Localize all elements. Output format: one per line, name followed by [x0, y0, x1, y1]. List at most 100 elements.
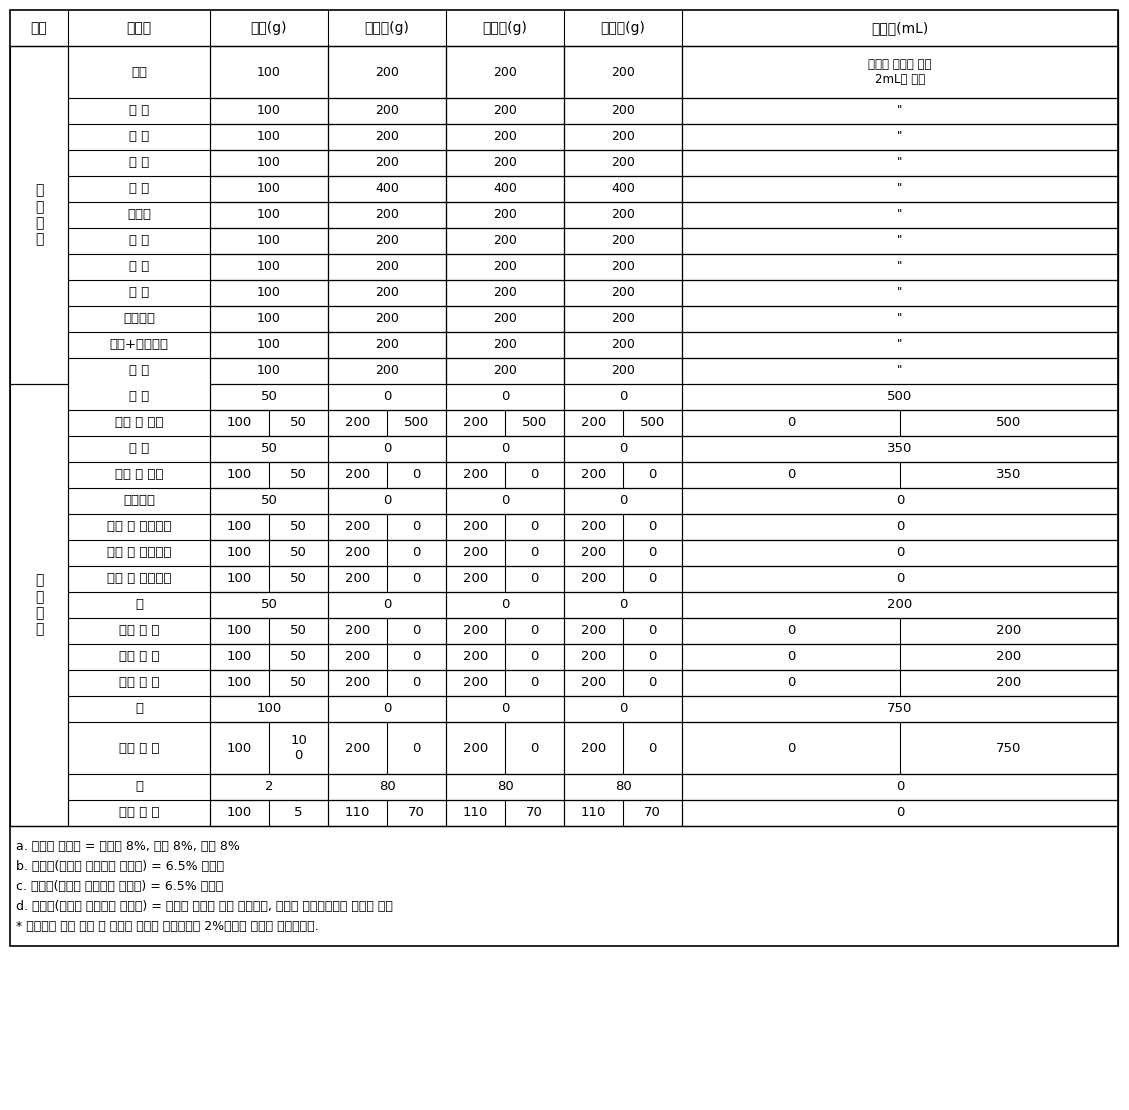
Text: 200: 200	[581, 625, 606, 637]
Text: c. 녹교수(안료에 혼합하는 교착제) = 6.5% 수용액: c. 녹교수(안료에 혼합하는 교착제) = 6.5% 수용액	[16, 880, 224, 894]
Text: 200: 200	[344, 650, 370, 664]
Text: 200: 200	[375, 339, 399, 352]
Bar	[564, 539, 682, 566]
Bar	[210, 280, 329, 306]
Text: 0: 0	[501, 703, 509, 716]
Bar	[682, 462, 1118, 488]
Bar	[329, 384, 446, 410]
Bar	[682, 514, 1118, 539]
Text: 10
0: 10 0	[290, 734, 307, 761]
Text: 0: 0	[648, 521, 657, 534]
Bar	[682, 774, 1118, 800]
Bar	[446, 176, 564, 202]
Bar	[210, 384, 329, 410]
Text: 200: 200	[493, 157, 517, 170]
Text: ": "	[898, 104, 903, 118]
Bar	[210, 696, 329, 722]
Bar	[564, 384, 682, 410]
Bar	[329, 592, 446, 618]
Bar	[329, 124, 446, 150]
Bar	[564, 254, 682, 280]
Bar	[564, 124, 682, 150]
Bar	[564, 280, 682, 306]
Bar	[682, 566, 1118, 592]
Text: 200: 200	[344, 676, 370, 689]
Bar	[210, 46, 329, 98]
Text: 200: 200	[463, 416, 488, 430]
Bar	[210, 462, 329, 488]
Text: 0: 0	[787, 741, 795, 755]
Text: 합 분: 합 분	[129, 131, 149, 143]
Bar	[682, 98, 1118, 124]
Bar	[564, 436, 682, 462]
Text: 0: 0	[531, 468, 539, 482]
Bar	[329, 98, 446, 124]
Text: ": "	[898, 286, 903, 300]
Text: 200: 200	[493, 261, 517, 273]
Text: ": "	[898, 339, 903, 352]
Bar	[210, 306, 329, 332]
Text: 50: 50	[290, 468, 307, 482]
Text: 200: 200	[997, 650, 1022, 664]
Text: 200: 200	[375, 313, 399, 325]
Text: 연백 위 치자: 연백 위 치자	[115, 468, 164, 482]
Text: 200: 200	[581, 741, 606, 755]
Text: 100: 100	[227, 650, 252, 664]
Text: 100: 100	[227, 468, 252, 482]
Text: 200: 200	[581, 416, 606, 430]
Bar	[210, 150, 329, 176]
Text: 0: 0	[412, 468, 421, 482]
Text: 0: 0	[648, 573, 657, 585]
Bar	[329, 410, 446, 436]
Bar	[682, 254, 1118, 280]
Text: 구분: 구분	[30, 21, 47, 36]
Text: 0: 0	[619, 443, 628, 455]
Text: 200: 200	[611, 339, 634, 352]
Text: 연백 위 등황: 연백 위 등황	[115, 416, 164, 430]
Bar	[446, 670, 564, 696]
Text: 200: 200	[375, 261, 399, 273]
Text: 200: 200	[611, 286, 634, 300]
Bar	[446, 618, 564, 644]
Bar	[210, 488, 329, 514]
Bar	[329, 566, 446, 592]
Bar	[210, 98, 329, 124]
Bar	[446, 280, 564, 306]
Bar	[329, 644, 446, 670]
Text: 200: 200	[493, 104, 517, 118]
Text: 110: 110	[580, 807, 606, 819]
Text: 연단 위 꼭두서니: 연단 위 꼭두서니	[107, 546, 172, 559]
Bar	[564, 592, 682, 618]
Bar	[210, 774, 329, 800]
Text: 200: 200	[344, 468, 370, 482]
Text: 백 토: 백 토	[129, 157, 149, 170]
Text: 0: 0	[412, 521, 421, 534]
Text: 연 단: 연 단	[129, 261, 149, 273]
Text: 0: 0	[895, 807, 904, 819]
Text: 0: 0	[412, 625, 421, 637]
Text: 200: 200	[493, 209, 517, 222]
Text: 200: 200	[611, 104, 634, 118]
Text: 750: 750	[887, 703, 912, 716]
Text: ": "	[898, 313, 903, 325]
Text: 200: 200	[611, 131, 634, 143]
Text: 200: 200	[375, 234, 399, 248]
Text: 200: 200	[887, 598, 912, 612]
Bar	[564, 359, 682, 384]
Text: 200: 200	[997, 676, 1022, 689]
Text: 0: 0	[531, 741, 539, 755]
Text: 채색층: 채색층	[126, 21, 151, 36]
Text: 구운석록: 구운석록	[123, 313, 155, 325]
Text: 100: 100	[257, 104, 281, 118]
Text: 0: 0	[648, 650, 657, 664]
Bar	[446, 800, 564, 826]
Text: 꼭두서니: 꼭두서니	[123, 494, 155, 507]
Text: 200: 200	[463, 676, 488, 689]
Bar	[446, 488, 564, 514]
Text: 100: 100	[257, 313, 281, 325]
Text: 2: 2	[264, 780, 273, 794]
Text: 200: 200	[493, 234, 517, 248]
Text: 50: 50	[261, 391, 278, 404]
Text: 0: 0	[619, 391, 628, 404]
Text: 100: 100	[257, 182, 281, 195]
